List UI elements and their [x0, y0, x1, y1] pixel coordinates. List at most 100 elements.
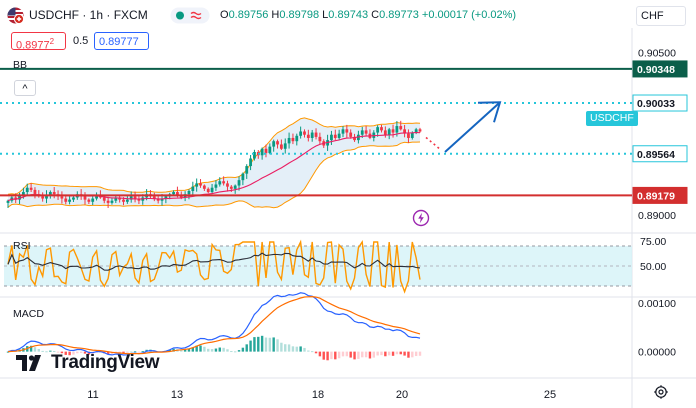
macd-histogram-bar	[106, 351, 110, 355]
candle-body	[206, 188, 210, 193]
macd-histogram-bar	[49, 350, 52, 352]
macd-histogram-bar	[295, 346, 298, 352]
candle-body	[341, 129, 345, 134]
macd-histogram-bar	[68, 351, 71, 356]
symbol-tag: USDCHF	[586, 111, 638, 126]
level-tag-bg	[632, 94, 688, 112]
macd-histogram-bar	[130, 351, 133, 353]
macd-histogram-bar	[403, 351, 406, 356]
currency-label: CHF	[641, 10, 664, 22]
rsi-axis-label: 75.00	[640, 236, 666, 248]
macd-histogram-bar	[222, 347, 225, 352]
macd-indicator-label[interactable]: MACD	[13, 308, 44, 320]
candle-body	[264, 148, 268, 154]
candle-body	[218, 181, 222, 185]
time-axis-label: 11	[87, 389, 98, 401]
macd-histogram-bar	[337, 351, 341, 359]
title-sep-1: ·	[79, 8, 90, 22]
macd-axis-label: 0.00100	[638, 298, 676, 310]
macd-histogram-bar	[353, 351, 356, 360]
sell-price-sup: 2	[49, 37, 55, 46]
candle-body	[95, 195, 98, 199]
candle-body	[48, 192, 52, 196]
macd-histogram-bar	[280, 342, 283, 352]
macd-histogram-bar	[33, 347, 37, 352]
candle-body	[195, 183, 199, 187]
chart-title[interactable]: USDCHF · 1h · FXCM	[29, 8, 148, 22]
macd-histogram-bar	[272, 337, 275, 352]
macd-histogram-bar	[195, 345, 198, 352]
candle-body	[164, 196, 168, 199]
sell-price-button[interactable]: 0.89772	[11, 32, 66, 52]
candle-body	[303, 131, 306, 135]
candle-body	[64, 198, 68, 202]
open-value: 0.89756	[228, 9, 269, 21]
candle-body	[418, 129, 422, 132]
candle-body	[33, 189, 37, 195]
macd-histogram-bar	[291, 346, 295, 352]
bb-indicator-label[interactable]: BB	[13, 59, 28, 71]
candle-body	[22, 192, 25, 196]
candle-body	[260, 148, 264, 156]
candle-body	[187, 190, 191, 195]
candle-body	[337, 133, 341, 138]
macd-histogram-bar	[318, 351, 322, 357]
projection-dots	[425, 136, 442, 151]
interval-label: 1h	[89, 8, 104, 22]
macd-histogram-bar	[391, 351, 395, 356]
candle-body	[333, 134, 337, 138]
price-axis-label: 0.89000	[638, 210, 676, 222]
symbol-flag-icon[interactable]	[7, 7, 25, 25]
level-tag-bg	[632, 60, 688, 78]
candle-body	[237, 180, 241, 186]
candle-body	[18, 195, 21, 200]
macd-histogram-bar	[326, 351, 329, 361]
macd-histogram-bar	[199, 345, 202, 352]
candle-body	[210, 187, 214, 193]
macd-histogram-bar	[334, 351, 337, 360]
macd-histogram-bar	[53, 351, 56, 353]
macd-histogram-bar	[83, 351, 87, 354]
candle-body	[272, 141, 276, 147]
candle-body	[191, 186, 195, 191]
market-status-icon[interactable]	[170, 7, 210, 24]
candle-body	[172, 192, 175, 195]
macd-histogram-bar	[37, 348, 41, 352]
macd-histogram-bar	[191, 347, 195, 352]
candle-body	[72, 197, 75, 200]
lightning-icon[interactable]	[412, 209, 430, 227]
time-axis-label: 18	[312, 389, 324, 401]
macd-histogram-bar	[226, 349, 229, 352]
currency-select[interactable]: CHF	[636, 6, 686, 26]
macd-histogram-bar	[6, 351, 10, 353]
candle-body	[25, 187, 29, 193]
buy-price-button[interactable]: 0.89777	[94, 32, 149, 50]
macd-histogram-bar	[411, 351, 414, 358]
level-tag-bg	[632, 186, 688, 204]
candle-body	[249, 158, 252, 167]
rsi-indicator-label[interactable]: RSI	[13, 240, 31, 252]
macd-histogram-bar	[233, 351, 237, 353]
level-tag-bg	[632, 145, 688, 163]
macd-histogram-bar	[187, 349, 191, 352]
candle-body	[295, 135, 299, 142]
tradingview-logo[interactable]: TradingView	[16, 352, 160, 374]
candle-body	[395, 126, 399, 133]
candle-body	[199, 183, 202, 186]
macd-histogram-bar	[72, 351, 75, 355]
macd-histogram-bar	[307, 350, 310, 352]
macd-histogram-bar	[268, 337, 272, 352]
candle-body	[6, 200, 10, 203]
macd-histogram-bar	[310, 351, 314, 353]
macd-histogram-bar	[79, 351, 83, 353]
collapse-indicators-button[interactable]: ^	[14, 80, 36, 96]
candle-body	[353, 136, 356, 141]
time-axis-label: 20	[396, 389, 408, 401]
rsi-ma-line	[7, 252, 421, 271]
settings-gear-icon[interactable]	[653, 384, 669, 400]
candle-body	[52, 192, 56, 195]
symbol-name: USDCHF	[29, 8, 79, 22]
candle-body	[137, 198, 141, 201]
